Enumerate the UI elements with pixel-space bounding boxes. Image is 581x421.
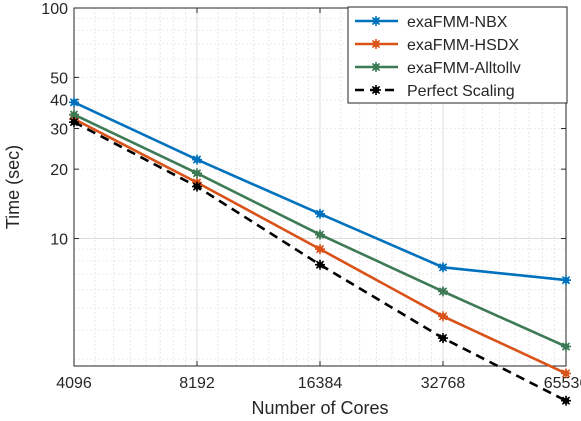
legend-label: exaFMM-HSDX <box>407 37 519 54</box>
x-tick-label: 8192 <box>179 375 215 392</box>
data-point-perfect-scaling <box>315 259 325 270</box>
y-tick-label: 50 <box>50 70 68 87</box>
series-exafmm-nbx <box>69 97 571 286</box>
y-tick-label: 100 <box>41 1 68 18</box>
data-point-exafmm-alltollv <box>315 229 325 240</box>
data-point-exafmm-alltollv <box>438 286 448 297</box>
legend-label: Perfect Scaling <box>407 83 515 100</box>
x-axis-ticks: 4096 8192 16384 32768 65536 <box>56 8 581 392</box>
y-axis-label: Time (sec) <box>3 145 23 229</box>
legend-marker-exafmm-alltollv <box>371 62 381 72</box>
legend-item-perfect-scaling: Perfect Scaling <box>355 83 515 100</box>
legend-item-exafmm-alltollv: exaFMM-Alltollv <box>355 60 521 77</box>
series-exafmm-alltollv <box>69 109 571 352</box>
data-point-exafmm-nbx <box>69 97 79 108</box>
data-point-exafmm-alltollv <box>192 168 202 179</box>
legend-marker-exafmm-hsdx <box>371 39 381 49</box>
data-point-exafmm-nbx <box>438 262 448 273</box>
x-tick-label: 32768 <box>421 375 466 392</box>
data-point-exafmm-alltollv <box>69 109 79 120</box>
x-tick-label: 4096 <box>56 375 92 392</box>
data-point-exafmm-hsdx <box>315 244 325 255</box>
x-axis-label: Number of Cores <box>251 398 388 418</box>
legend-box <box>347 6 568 104</box>
legend: exaFMM-NBX exaFMM-HSDX exaFMM-Alltollv Perf… <box>347 6 568 104</box>
data-point-exafmm-nbx <box>192 154 202 165</box>
y-axis-ticks: 10 20 30 40 50 100 <box>41 1 566 249</box>
legend-label: exaFMM-NBX <box>407 14 508 31</box>
grid <box>73 7 567 366</box>
x-tick-label: 65536 <box>544 375 581 392</box>
data-point-exafmm-nbx <box>561 275 571 286</box>
series-line-perfect-scaling <box>73 120 567 402</box>
legend-item-exafmm-nbx: exaFMM-NBX <box>355 14 508 31</box>
series <box>69 97 571 406</box>
data-point-exafmm-hsdx <box>438 311 448 322</box>
legend-marker-exafmm-nbx <box>371 16 381 26</box>
legend-marker-perfect-scaling <box>371 85 381 95</box>
data-point-perfect-scaling <box>438 333 448 344</box>
x-tick-label: 16384 <box>298 375 343 392</box>
y-tick-label: 30 <box>50 122 68 139</box>
legend-item-exafmm-hsdx: exaFMM-HSDX <box>355 37 519 54</box>
series-perfect-scaling <box>69 117 571 406</box>
y-tick-label: 10 <box>50 232 68 249</box>
data-point-perfect-scaling <box>561 395 571 406</box>
data-point-exafmm-hsdx <box>561 368 571 379</box>
data-point-exafmm-nbx <box>315 208 325 219</box>
y-tick-label: 20 <box>50 162 68 179</box>
y-tick-label: 40 <box>50 93 68 110</box>
legend-label: exaFMM-Alltollv <box>407 60 521 77</box>
data-point-perfect-scaling <box>192 181 202 192</box>
data-point-perfect-scaling <box>69 117 79 128</box>
data-point-exafmm-alltollv <box>561 341 571 352</box>
